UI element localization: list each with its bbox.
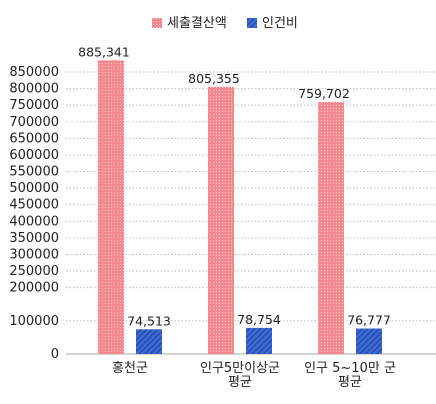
y-tick-label: 200000 xyxy=(9,281,59,296)
y-tick-label: 800000 xyxy=(9,82,59,97)
legend-swatch xyxy=(152,18,162,28)
y-tick-label: 850000 xyxy=(9,65,59,80)
x-tick-label: 평균 xyxy=(228,375,252,390)
y-tick-label: 250000 xyxy=(9,264,59,279)
x-tick-label: 홍천군 xyxy=(112,361,148,376)
x-tick-label: 인구 5~10만 군 xyxy=(304,361,396,376)
bar xyxy=(356,328,382,354)
legend-swatch xyxy=(247,18,257,28)
data-label: 805,355 xyxy=(188,71,240,86)
y-tick-label: 0 xyxy=(51,347,59,362)
y-tick-label: 600000 xyxy=(9,148,59,163)
y-tick-label: 400000 xyxy=(9,214,59,229)
y-tick-label: 100000 xyxy=(9,314,59,329)
gridlines xyxy=(66,71,436,322)
y-tick-label: 500000 xyxy=(9,181,59,196)
y-tick-label: 450000 xyxy=(9,198,59,213)
bar xyxy=(208,86,234,354)
y-tick-label: 750000 xyxy=(9,98,59,113)
x-tick-label: 평균 xyxy=(338,375,362,390)
data-label: 74,513 xyxy=(127,313,171,328)
y-tick-label: 550000 xyxy=(9,165,59,180)
legend-label: 인건비 xyxy=(262,16,298,31)
data-label: 76,777 xyxy=(347,313,391,328)
bar xyxy=(98,60,124,354)
bar xyxy=(136,329,162,354)
data-labels: 885,341 805,355 759,702 74,513 78,754 76,777 xyxy=(78,44,391,328)
data-label: 78,754 xyxy=(237,312,281,327)
x-tick-label: 인구5만이상군 xyxy=(200,361,280,376)
y-tick-label: 650000 xyxy=(9,131,59,146)
bar xyxy=(318,101,344,354)
data-label: 759,702 xyxy=(298,86,350,101)
y-tick-label: 350000 xyxy=(9,231,59,246)
bar xyxy=(246,327,272,354)
legend-label: 세출결산액 xyxy=(167,16,227,31)
y-tick-label: 300000 xyxy=(9,247,59,262)
bars xyxy=(98,60,382,354)
data-label: 885,341 xyxy=(78,44,130,59)
y-tick-label: 700000 xyxy=(9,115,59,130)
legend: 세출결산액 인건비 xyxy=(152,16,298,31)
